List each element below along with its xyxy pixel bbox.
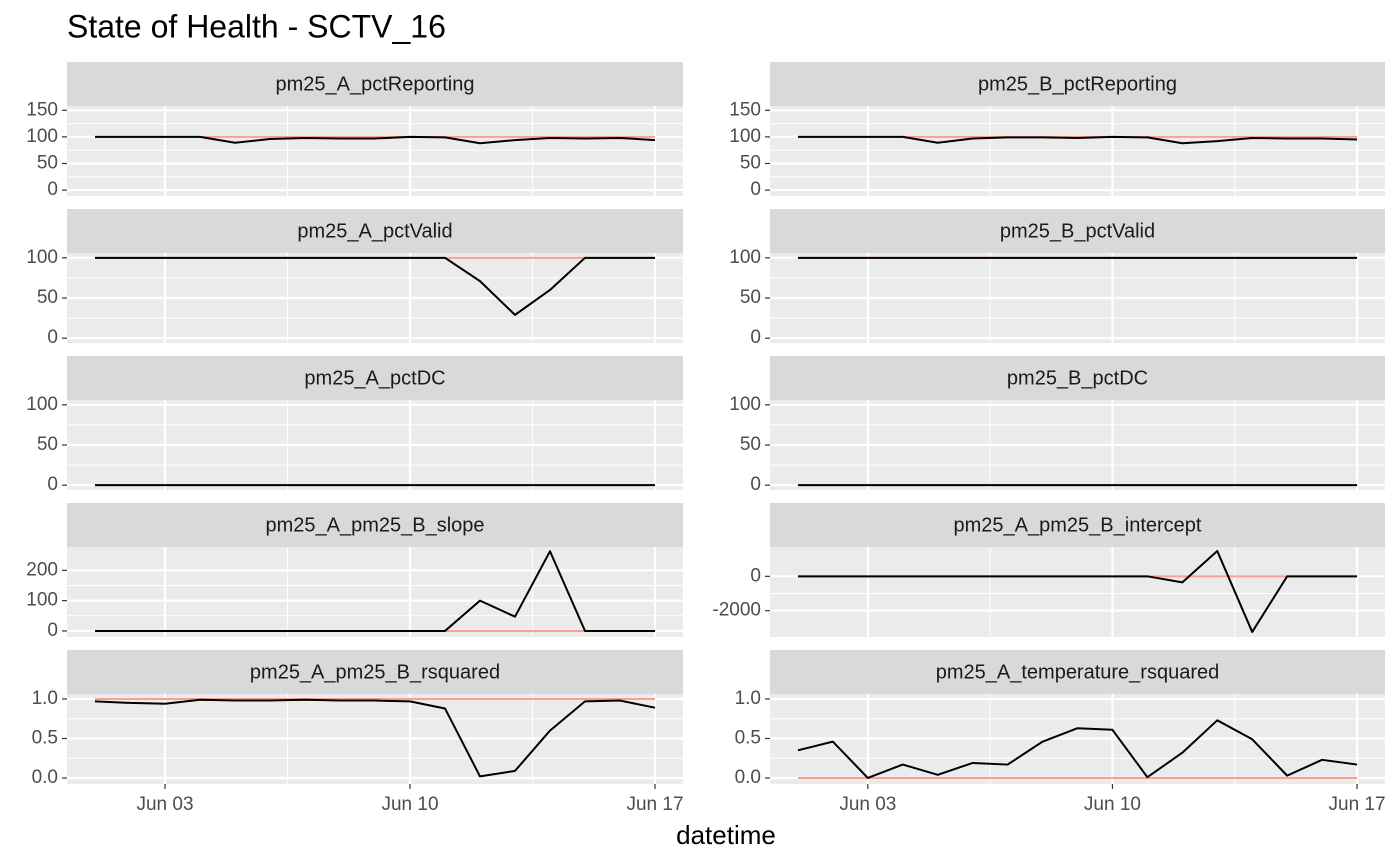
y-tick-label: 50 (37, 153, 58, 174)
panel-title: pm25_B_pctReporting (978, 73, 1177, 95)
y-tick-label: 0.5 (32, 728, 58, 749)
y-tick-label: 0 (750, 179, 761, 200)
y-tick-label: 100 (729, 247, 761, 268)
strip (67, 209, 683, 253)
x-tick-label: Jun 17 (626, 794, 683, 815)
y-tick-label: 0 (750, 565, 761, 586)
y-tick-label: 0 (750, 474, 761, 495)
y-tick-label: 100 (26, 590, 58, 611)
y-tick-label: 50 (740, 434, 761, 455)
plot-background (770, 547, 1385, 637)
y-tick-label: 50 (37, 287, 58, 308)
y-tick-label: 0 (47, 327, 58, 348)
y-tick-label: 50 (740, 287, 761, 308)
series-line (95, 135, 656, 145)
y-tick-label: 50 (740, 153, 761, 174)
panel-title: pm25_B_pctDC (1007, 367, 1148, 389)
x-tick-label: Jun 03 (136, 794, 193, 815)
series-line (95, 550, 655, 632)
strip (770, 503, 1385, 547)
panel-title: pm25_A_pm25_B_slope (265, 514, 484, 536)
y-tick-label: 100 (26, 394, 58, 415)
series-line (797, 719, 1358, 779)
y-tick-label: 100 (729, 126, 761, 147)
panel-title: pm25_B_pctValid (1000, 220, 1155, 242)
y-tick-label: 0 (47, 179, 58, 200)
panel-title: pm25_A_pctDC (304, 367, 445, 389)
plot-background (67, 547, 683, 637)
y-tick-label: 0.0 (735, 767, 761, 788)
y-tick-label: 0 (47, 474, 58, 495)
y-tick-label: 0 (47, 620, 58, 641)
strip (67, 62, 683, 106)
y-tick-label: -2000 (712, 600, 761, 621)
panel-title: pm25_A_pctValid (297, 220, 452, 242)
y-tick-label: 100 (26, 247, 58, 268)
y-tick-label: 0 (750, 327, 761, 348)
y-tick-label: 100 (729, 394, 761, 415)
y-tick-label: 1.0 (32, 688, 58, 709)
y-tick-label: 200 (26, 559, 58, 580)
strip (770, 650, 1385, 694)
plot-background (770, 106, 1385, 196)
x-tick-label: Jun 10 (381, 794, 438, 815)
y-tick-label: 100 (26, 126, 58, 147)
x-axis-title: datetime (676, 820, 776, 850)
strip (770, 62, 1385, 106)
y-tick-label: 50 (37, 434, 58, 455)
series-line (797, 550, 1358, 633)
x-tick-label: Jun 10 (1084, 794, 1141, 815)
x-tick-label: Jun 17 (1329, 794, 1386, 815)
strip (67, 356, 683, 400)
x-tick-label: Jun 03 (839, 794, 896, 815)
y-tick-label: 150 (729, 99, 761, 120)
strip (67, 650, 683, 694)
panel-title: pm25_A_pm25_B_rsquared (250, 661, 500, 683)
y-tick-label: 0.5 (735, 728, 761, 749)
plot-background (67, 106, 683, 196)
y-tick-label: 1.0 (735, 688, 761, 709)
series-line (797, 135, 1358, 145)
panel-title: pm25_A_pctReporting (275, 73, 474, 95)
strip (770, 356, 1385, 400)
strip (770, 209, 1385, 253)
y-tick-label: 150 (26, 99, 58, 120)
chart-title: State of Health - SCTV_16 (67, 8, 446, 44)
y-tick-label: 0.0 (32, 767, 58, 788)
series-line (94, 698, 656, 778)
series-line (95, 256, 655, 316)
panel-title: pm25_A_temperature_rsquared (936, 661, 1220, 683)
panel-title: pm25_A_pm25_B_intercept (954, 514, 1202, 536)
strip (67, 503, 683, 547)
